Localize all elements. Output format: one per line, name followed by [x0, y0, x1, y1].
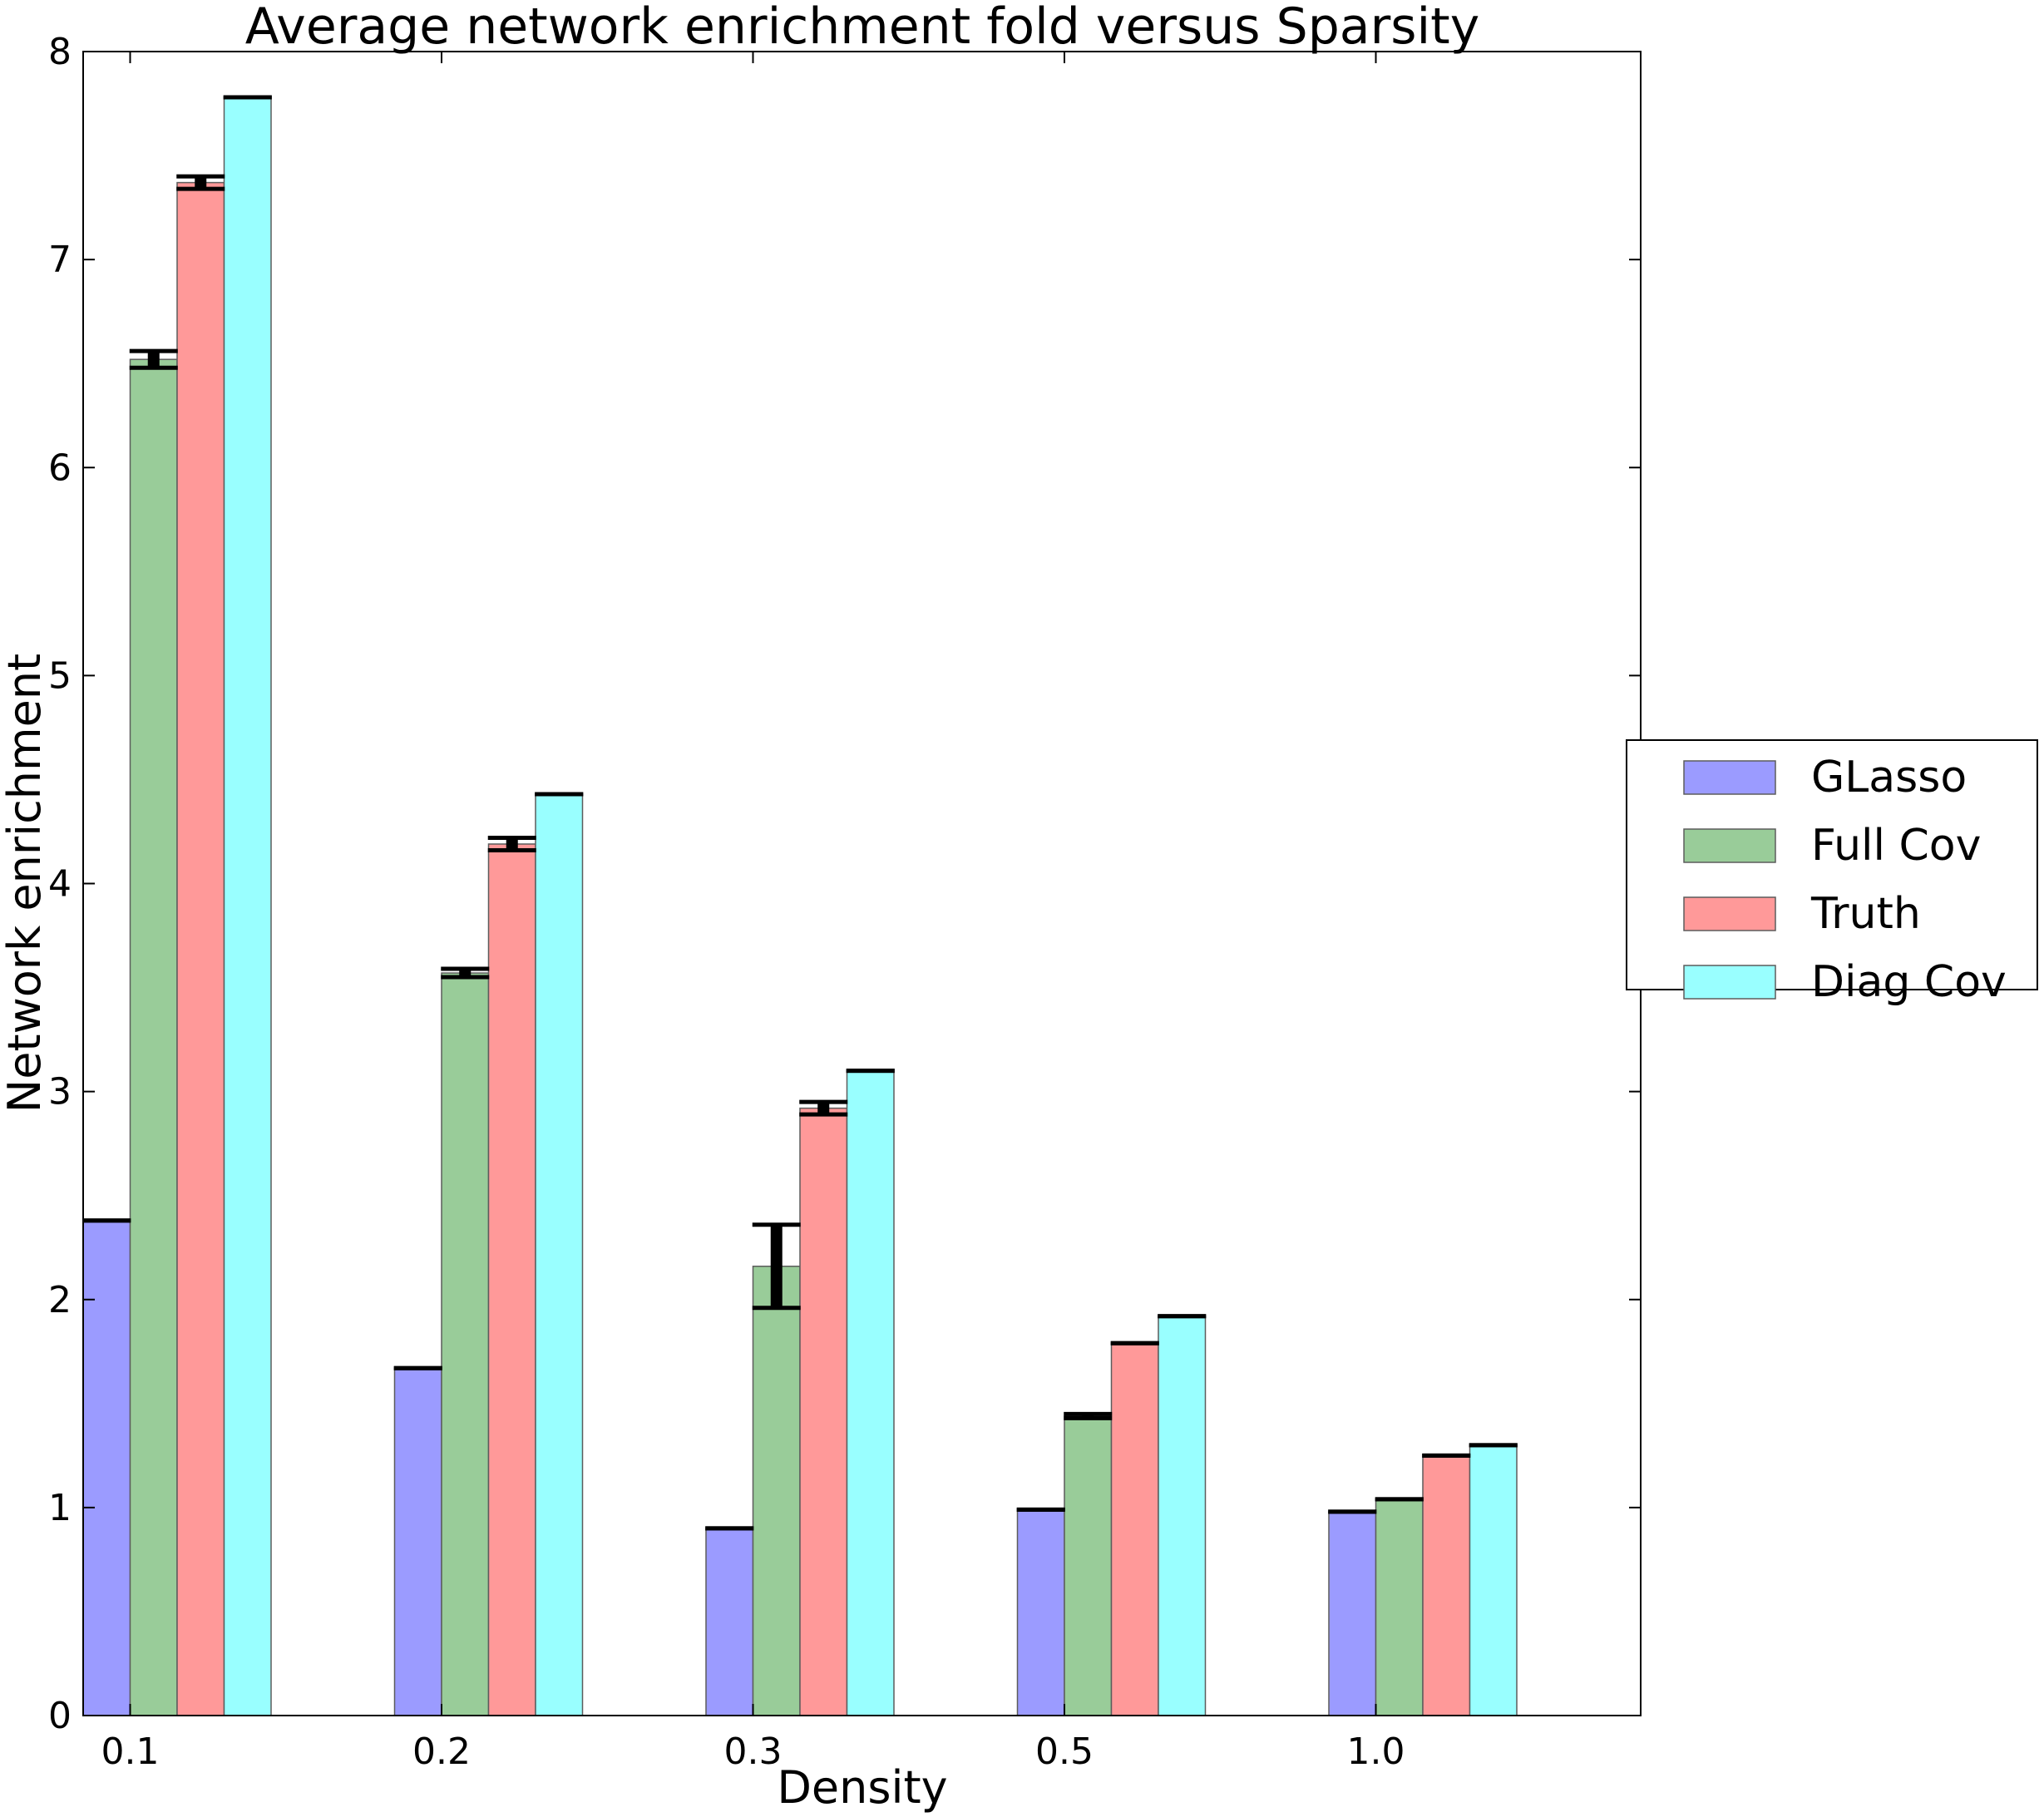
- bar-diag-cov-0.1: [223, 96, 272, 1716]
- y-tick-label-7: 7: [48, 239, 72, 281]
- bar-diag-cov-0.3: [846, 1069, 895, 1716]
- y-tick-label-5: 5: [48, 654, 72, 697]
- bar-glasso-0.2: [393, 1367, 442, 1716]
- bar-glasso-1.0: [1328, 1511, 1377, 1716]
- y-tick-label-0: 0: [48, 1695, 72, 1737]
- y-tick-label-1: 1: [48, 1487, 72, 1529]
- legend-label-truth: Truth: [1810, 889, 1921, 939]
- bar-glasso-0.3: [705, 1528, 754, 1716]
- bar-truth-0.1: [176, 181, 225, 1716]
- bar-full-cov-0.2: [441, 972, 490, 1716]
- y-axis: 0 1 2 3 4 5 6 7 8: [48, 31, 1641, 1737]
- legend-label-full-cov: Full Cov: [1811, 821, 1981, 871]
- legend-swatch-truth: [1683, 896, 1776, 931]
- bar-diag-cov-0.5: [1158, 1316, 1207, 1716]
- x-axis-label: Density: [777, 1761, 947, 1814]
- legend-label-diag-cov: Diag Cov: [1811, 957, 2007, 1007]
- y-tick-label-4: 4: [48, 863, 72, 906]
- legend-swatch-glasso: [1683, 760, 1776, 795]
- x-axis: 0.1 0.2 0.3 0.5 1.0: [101, 52, 1405, 1773]
- bar-glasso-0.1: [82, 1219, 131, 1716]
- bar-full-cov-0.3: [752, 1265, 801, 1716]
- y-tick-label-2: 2: [48, 1279, 72, 1321]
- legend-label-glasso: GLasso: [1811, 753, 1967, 802]
- bar-truth-1.0: [1422, 1454, 1471, 1716]
- x-tick-label-1.0: 1.0: [1347, 1731, 1405, 1773]
- y-tick-label-8: 8: [48, 31, 72, 73]
- bar-truth-0.3: [799, 1107, 848, 1716]
- bar-full-cov-1.0: [1375, 1499, 1424, 1716]
- legend-swatch-diag-cov: [1683, 965, 1776, 1000]
- bar-full-cov-0.5: [1064, 1415, 1113, 1716]
- bar-diag-cov-0.2: [535, 793, 584, 1716]
- x-tick-label-0.3: 0.3: [724, 1731, 783, 1773]
- legend: GLasso Full Cov Truth Diag Cov: [1626, 739, 2038, 1007]
- bars-layer: [82, 96, 1518, 1716]
- y-tick-label-3: 3: [48, 1071, 72, 1113]
- bar-full-cov-0.1: [129, 358, 178, 1716]
- y-tick-label-6: 6: [48, 447, 72, 489]
- x-tick-label-0.5: 0.5: [1035, 1731, 1094, 1773]
- error-bars-layer: [82, 95, 1518, 1531]
- x-tick-label-0.2: 0.2: [412, 1731, 471, 1773]
- x-tick-label-0.1: 0.1: [101, 1731, 160, 1773]
- chart-title: Average network enrichment fold versus S…: [245, 0, 1479, 56]
- bar-glasso-0.5: [1016, 1508, 1065, 1716]
- legend-swatch-full-cov: [1683, 828, 1776, 863]
- y-axis-label: Network enrichment: [0, 654, 51, 1113]
- bar-diag-cov-1.0: [1469, 1444, 1518, 1716]
- bar-truth-0.2: [487, 843, 536, 1716]
- bar-truth-0.5: [1110, 1342, 1159, 1716]
